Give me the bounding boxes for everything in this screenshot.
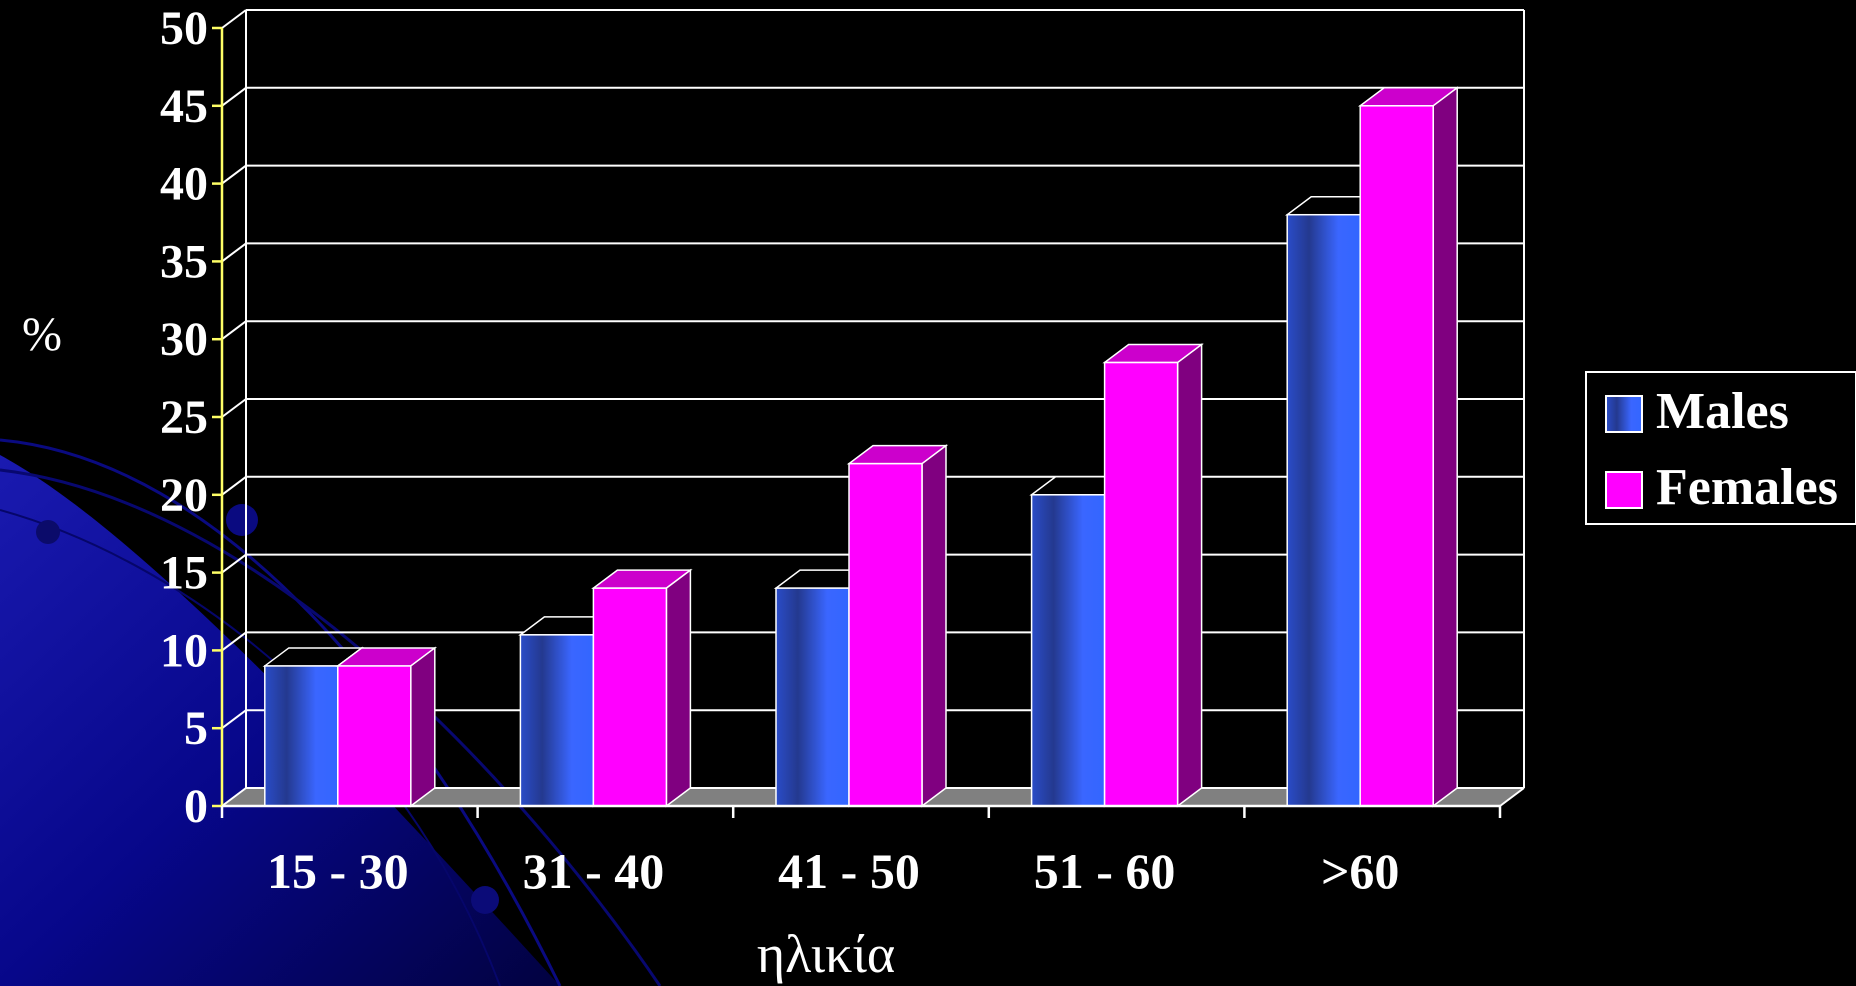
x-tick-label: 41 - 50 <box>778 843 920 899</box>
gridline-side <box>221 87 247 107</box>
x-tick-label: 15 - 30 <box>267 843 409 899</box>
bar-side-females <box>410 646 436 808</box>
legend-swatch-females <box>1605 471 1643 509</box>
y-tick-label: 0 <box>184 780 208 833</box>
y-tick-label: 40 <box>160 158 208 211</box>
y-tick-label: 30 <box>160 313 208 366</box>
x-tick-label: >60 <box>1321 843 1400 899</box>
legend-label-females: Females <box>1656 459 1838 516</box>
y-tick-label: 50 <box>160 2 208 55</box>
gridline-side <box>221 9 247 29</box>
y-tick-label: 25 <box>160 391 208 444</box>
bar-females <box>337 665 412 807</box>
x-tick-label: 51 - 60 <box>1034 843 1176 899</box>
bar-females <box>592 587 668 807</box>
bar-side-females <box>921 444 947 808</box>
bar-males <box>519 634 595 807</box>
legend-label-males: Males <box>1656 383 1789 440</box>
x-axis-label: ηλικία <box>757 924 895 984</box>
gridline-side <box>221 631 247 652</box>
bar-females <box>1359 105 1434 807</box>
gridline-side <box>221 320 247 341</box>
floor-edge-right <box>1499 787 1525 807</box>
bar-males <box>1030 494 1106 807</box>
y-tick-label: 10 <box>160 624 208 677</box>
y-tick-label: 20 <box>160 469 208 522</box>
x-tick-label: 31 - 40 <box>523 843 665 899</box>
bar-side-females <box>1432 86 1458 808</box>
swoosh-dot-1 <box>36 520 60 544</box>
bar-side-females <box>1176 343 1203 808</box>
x-axis: 15 - 30 31 - 40 41 - 50 51 - 60 >60 <box>220 804 1502 899</box>
y-axis-label: % <box>22 308 62 361</box>
y-axis: 0 5 10 15 20 25 30 35 40 45 50 <box>160 2 224 833</box>
gridline-side <box>221 242 247 263</box>
swoosh-dot-3 <box>471 886 499 914</box>
bar-males <box>775 587 850 807</box>
bar-males <box>264 665 339 807</box>
y-tick-label: 45 <box>160 80 208 133</box>
y-tick-label: 15 <box>160 547 208 600</box>
bars <box>262 86 1460 808</box>
gridline-side <box>221 787 247 807</box>
legend: Males Females <box>1585 371 1856 525</box>
bar-males <box>1286 213 1361 807</box>
gridline-side <box>221 398 247 418</box>
bar-females <box>1103 361 1179 807</box>
legend-swatch-males <box>1605 395 1643 433</box>
bar-side-females <box>665 568 692 808</box>
gridline-side <box>221 475 247 496</box>
gridline-side <box>221 709 247 730</box>
gridline-side <box>221 164 247 185</box>
bar-females <box>848 462 923 807</box>
gridline-side <box>221 553 247 574</box>
swoosh-arc-1 <box>0 438 562 986</box>
y-tick-label: 5 <box>184 702 208 755</box>
y-tick-label: 35 <box>160 235 208 288</box>
swoosh-dot-2 <box>226 504 258 536</box>
